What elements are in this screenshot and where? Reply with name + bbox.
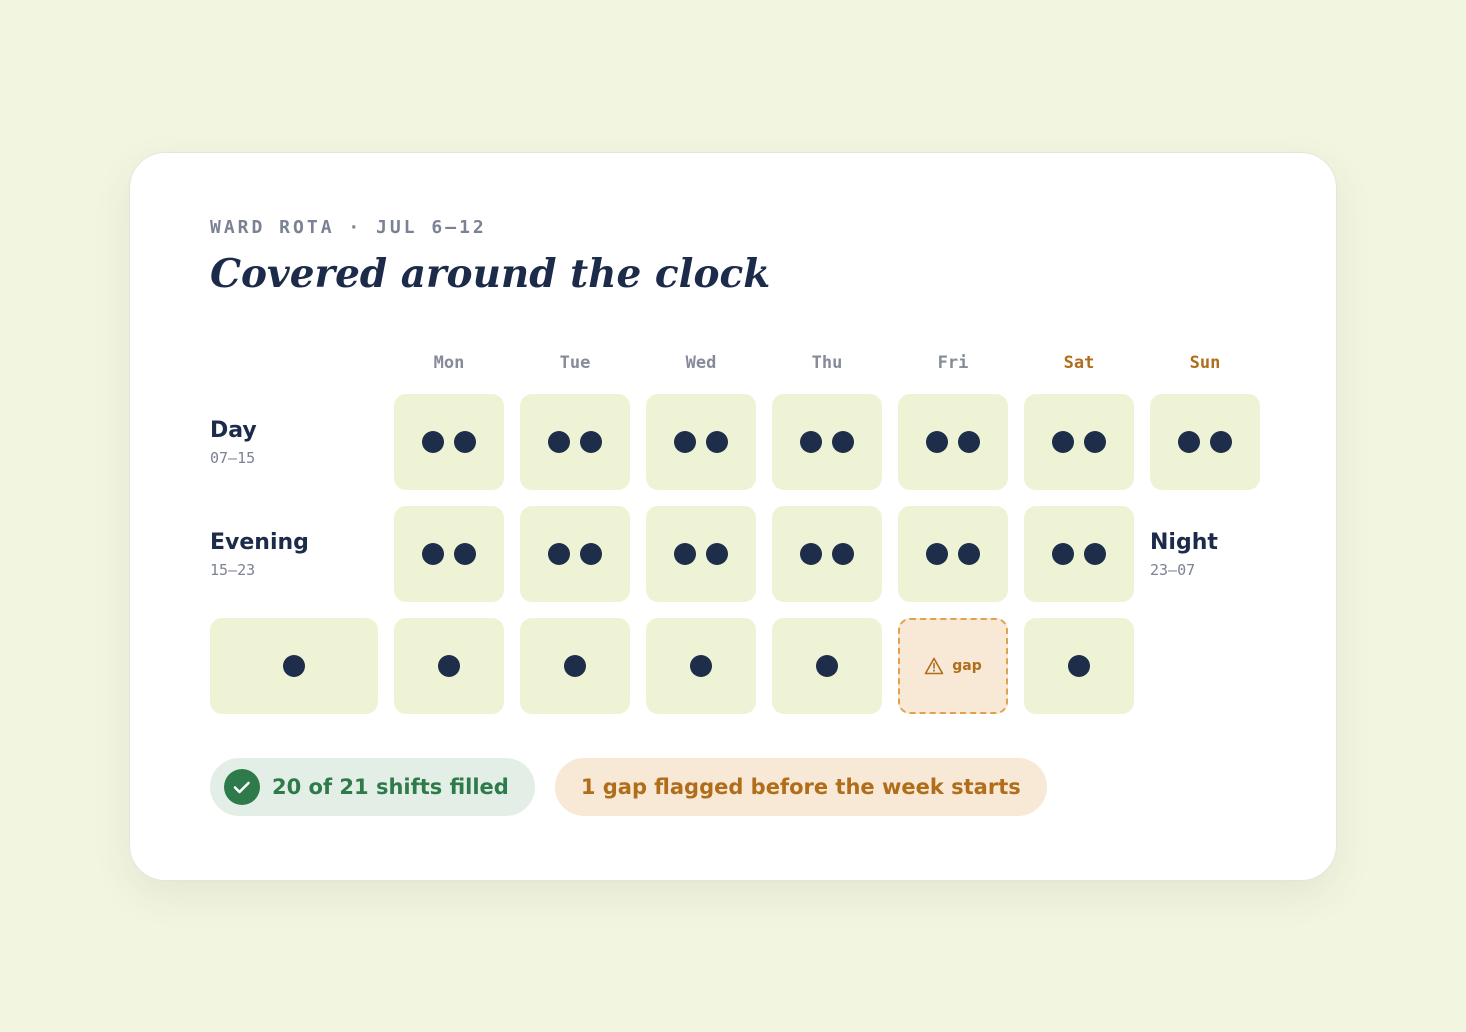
- shift-cell: [520, 618, 630, 714]
- shift-label: Day 07–15: [210, 418, 378, 467]
- day-header: Sat: [1063, 353, 1095, 373]
- staff-dot: [283, 655, 305, 677]
- staff-dot: [1084, 543, 1106, 565]
- shift-cell: [898, 506, 1008, 602]
- shift-label: Night 23–07: [1150, 530, 1260, 579]
- staff-dot: [816, 655, 838, 677]
- shift-cell: [394, 506, 504, 602]
- filled-text: 20 of 21 shifts filled: [272, 775, 509, 799]
- gap-cell: gap: [898, 618, 1008, 714]
- staff-dot: [1068, 655, 1090, 677]
- staff-dot: [422, 543, 444, 565]
- staff-dot: [548, 431, 570, 453]
- shift-label: Evening 15–23: [210, 530, 378, 579]
- staff-dot: [926, 543, 948, 565]
- summary: 20 of 21 shifts filled 1 gap flagged bef…: [210, 758, 1047, 816]
- shift-cell: [394, 618, 504, 714]
- flagged-text: 1 gap flagged before the week starts: [580, 775, 1021, 799]
- staff-dot: [706, 543, 728, 565]
- staff-dot: [580, 431, 602, 453]
- day-header: Fri: [937, 353, 969, 373]
- title: Covered around the clock: [210, 251, 771, 297]
- staff-dot: [800, 431, 822, 453]
- staff-dot: [926, 431, 948, 453]
- shift-cell: [210, 618, 378, 714]
- flagged-badge: 1 gap flagged before the week starts: [554, 758, 1047, 816]
- shift-cell: [520, 394, 630, 490]
- shift-cell: [394, 394, 504, 490]
- shift-cell: [1150, 394, 1260, 490]
- shift-cell: [646, 394, 756, 490]
- shift-hours: 07–15: [210, 448, 256, 467]
- staff-dot: [454, 543, 476, 565]
- staff-dot: [832, 543, 854, 565]
- shift-cell: [520, 506, 630, 602]
- staff-dot: [832, 431, 854, 453]
- day-header: Sun: [1189, 353, 1221, 373]
- shift-cell: [898, 394, 1008, 490]
- staff-dot: [438, 655, 460, 677]
- filled-badge: 20 of 21 shifts filled: [210, 758, 535, 816]
- day-header: Mon: [433, 353, 465, 373]
- shift-cell: [646, 506, 756, 602]
- staff-dot: [690, 655, 712, 677]
- shift-cell: [1024, 394, 1134, 490]
- staff-dot: [1052, 431, 1074, 453]
- shift-cell: [772, 506, 882, 602]
- eyebrow: WARD ROTA · JUL 6–12: [210, 217, 487, 238]
- staff-dot: [422, 431, 444, 453]
- staff-dot: [674, 431, 696, 453]
- check-icon: [224, 769, 260, 805]
- staff-dot: [800, 543, 822, 565]
- shift-hours: 23–07: [1150, 560, 1196, 579]
- shift-cell: [772, 394, 882, 490]
- staff-dot: [580, 543, 602, 565]
- shift-cell: [772, 618, 882, 714]
- staff-dot: [1210, 431, 1232, 453]
- shift-name: Night: [1150, 529, 1218, 555]
- staff-dot: [958, 543, 980, 565]
- shift-hours: 15–23: [210, 560, 256, 579]
- rota-card: WARD ROTA · JUL 6–12 Covered around the …: [129, 152, 1337, 881]
- staff-dot: [1084, 431, 1106, 453]
- staff-dot: [1052, 543, 1074, 565]
- day-header: Thu: [811, 353, 843, 373]
- warning-icon: [924, 657, 944, 675]
- shift-name: Day: [210, 417, 257, 443]
- day-header: Wed: [685, 353, 717, 373]
- staff-dot: [674, 543, 696, 565]
- gap-label: gap: [952, 658, 982, 674]
- staff-dot: [706, 431, 728, 453]
- shift-cell: [1024, 506, 1134, 602]
- shift-cell: [1024, 618, 1134, 714]
- rota-grid: Day 07–15 Evening 15–23 Night 23–07 gap: [210, 394, 1260, 714]
- staff-dot: [564, 655, 586, 677]
- staff-dot: [548, 543, 570, 565]
- staff-dot: [1178, 431, 1200, 453]
- day-headers: Mon Tue Wed Thu Fri Sat Sun: [394, 353, 1260, 373]
- staff-dot: [454, 431, 476, 453]
- day-header: Tue: [559, 353, 591, 373]
- shift-cell: [646, 618, 756, 714]
- staff-dot: [958, 431, 980, 453]
- shift-name: Evening: [210, 529, 309, 555]
